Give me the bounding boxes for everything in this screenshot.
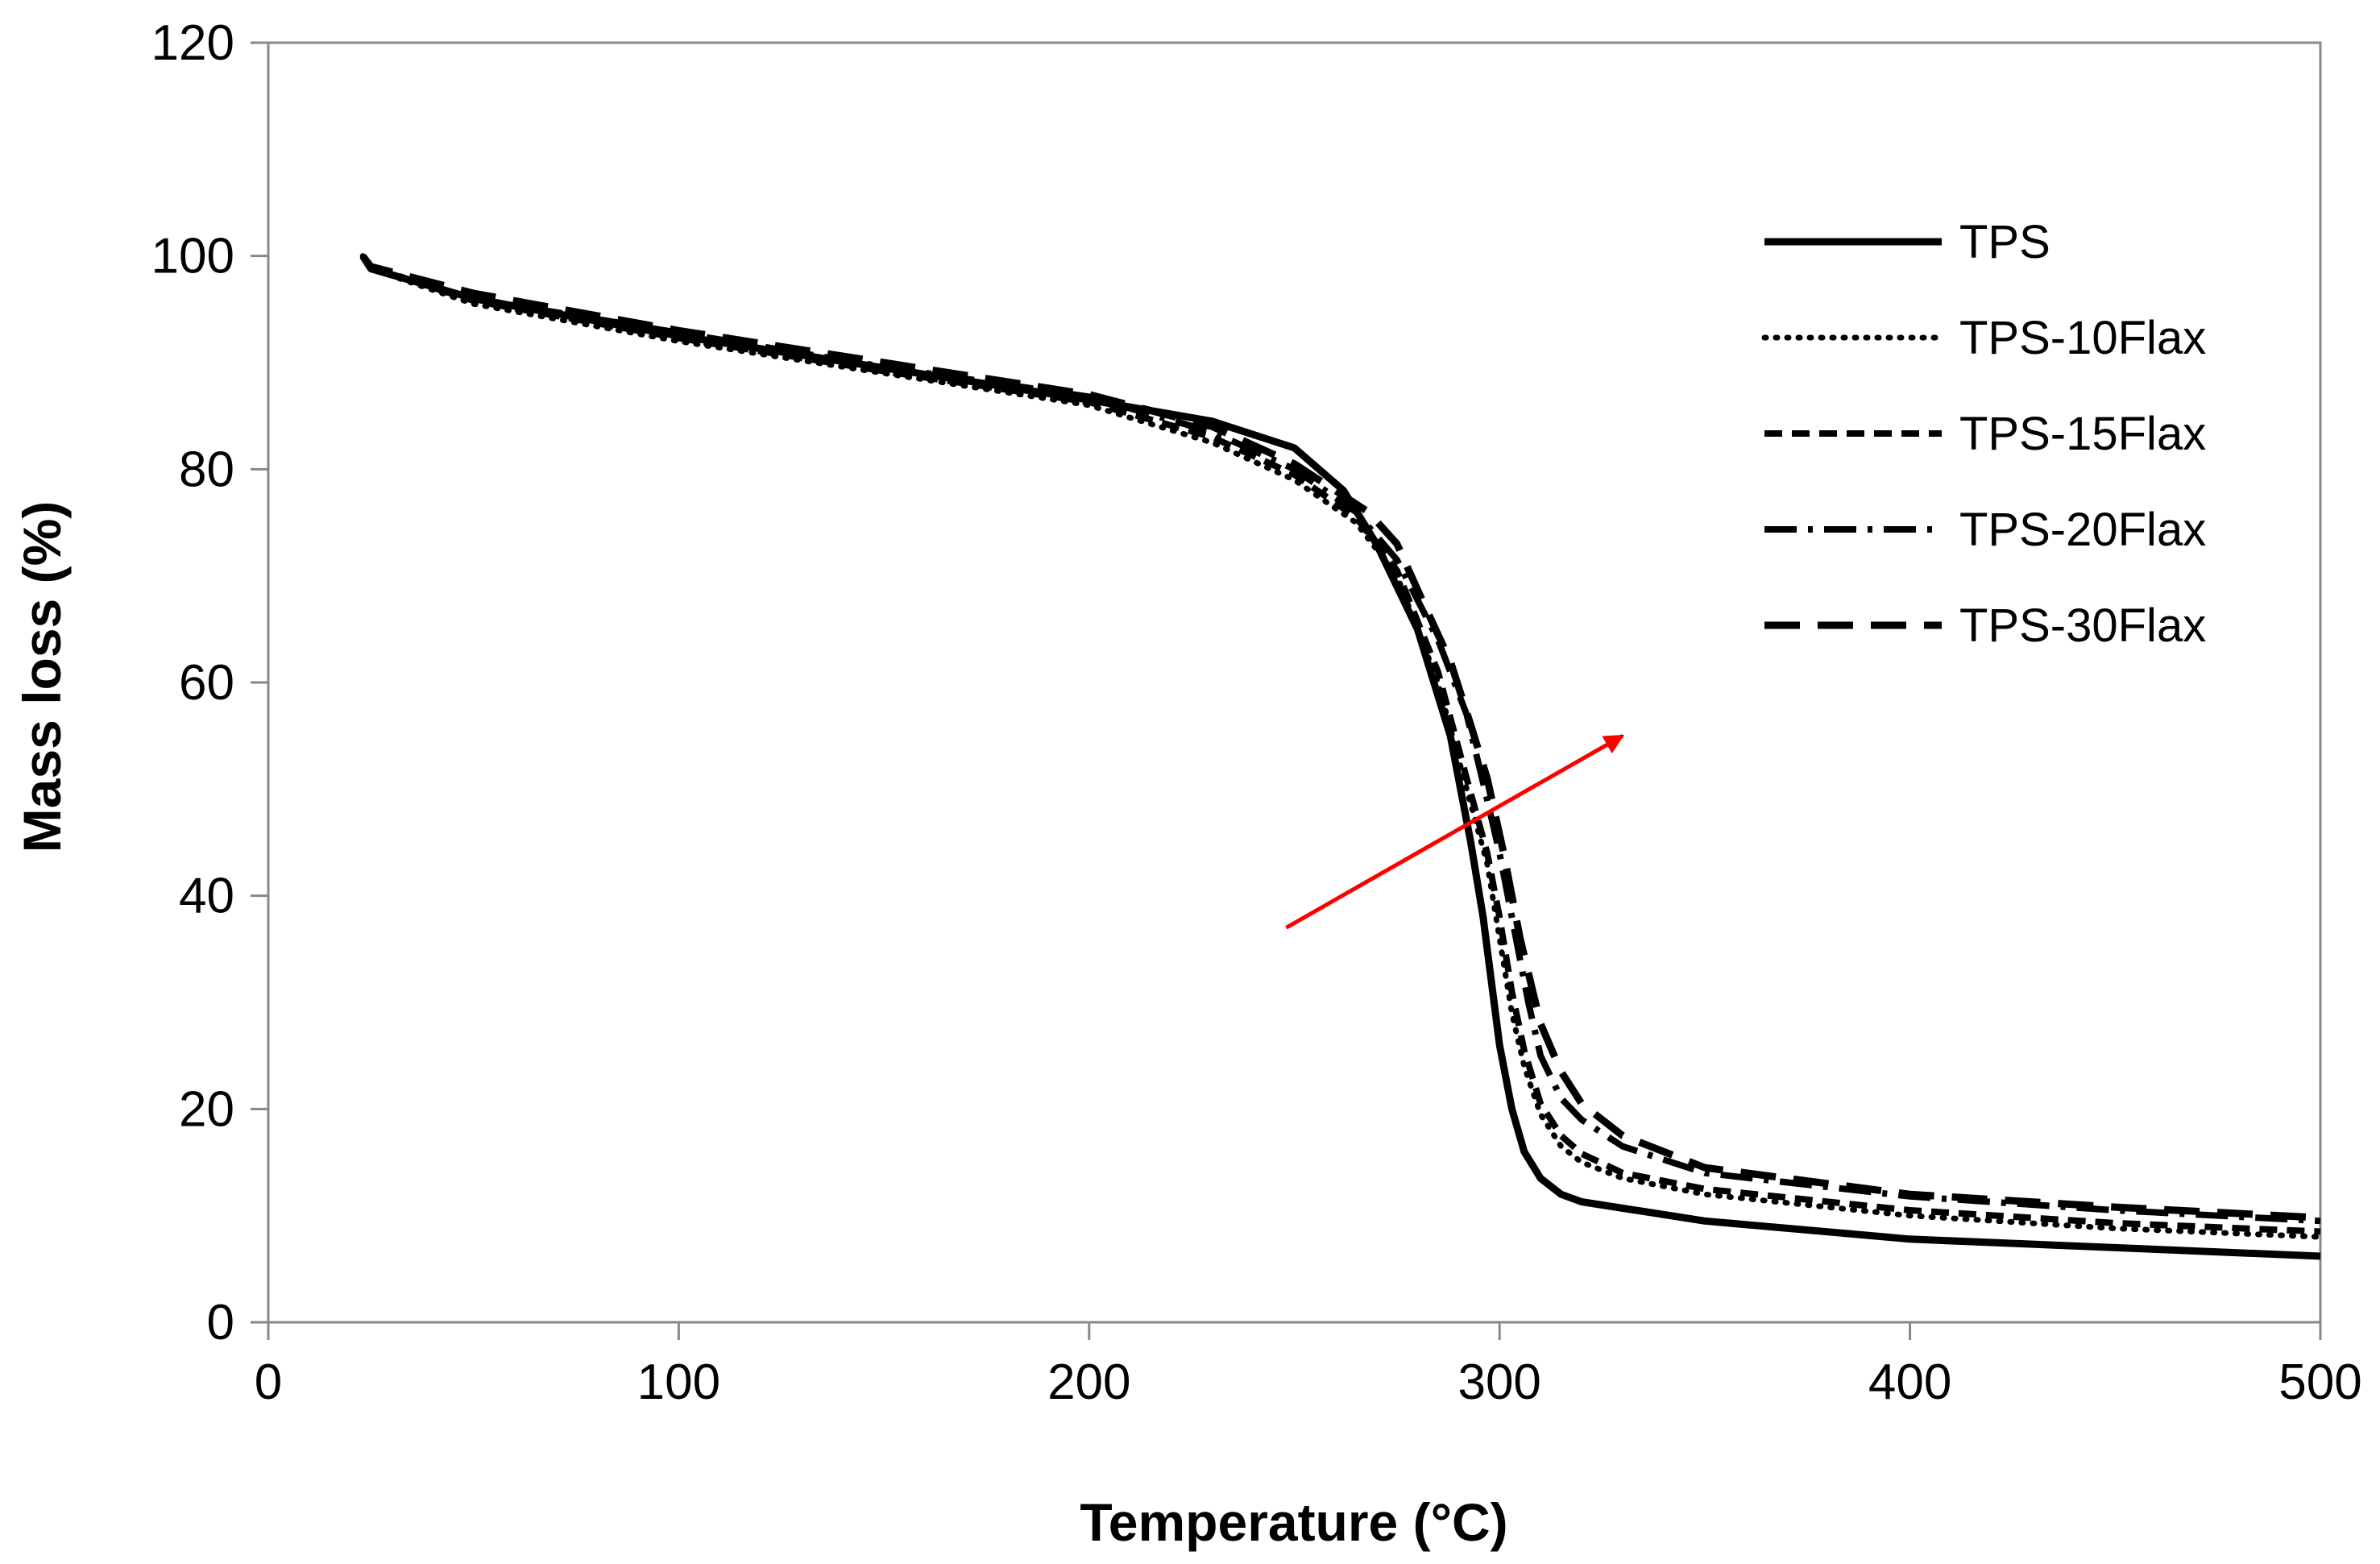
y-tick-label: 100 [151,229,234,284]
y-axis: 0 20 40 60 80 100 120 [151,15,268,1350]
legend-label: TPS-30Flax [1959,599,2206,652]
x-tick-label: 200 [1047,1354,1130,1410]
x-tick-label: 0 [255,1354,282,1410]
legend: TPS TPS-10Flax TPS-15Flax TPS-20Flax TPS-30F… [1761,216,2206,652]
y-tick-label: 40 [179,869,234,924]
y-axis-title: Mass loss (%) [12,501,72,853]
legend-label: TPS-15Flax [1959,408,2206,460]
legend-label: TPS-20Flax [1959,504,2206,556]
legend-label: TPS-10Flax [1959,312,2206,364]
y-tick-label: 120 [151,15,234,71]
trend-arrow [1285,733,1625,930]
y-tick-label: 20 [179,1081,234,1137]
series-line-tps [359,254,2321,1260]
annotation-layer [1285,733,1625,930]
series-line-tps-20flax [359,254,2321,1225]
x-axis: 0 100 200 300 400 500 [255,1322,2362,1410]
legend-label: TPS [1959,216,2050,268]
series-layer [359,253,2324,1260]
x-axis-title: Temperature (°C) [1080,1492,1507,1552]
y-tick-label: 60 [179,655,234,711]
series-line-tps-15flax [359,254,2321,1235]
x-tick-label: 100 [637,1354,720,1410]
series-line-tps-30flax [359,253,2321,1222]
y-tick-label: 0 [207,1295,234,1350]
series-line-tps-10flax [359,253,2324,1240]
x-tick-label: 500 [2278,1354,2361,1410]
y-tick-label: 80 [179,442,234,497]
x-tick-label: 300 [1457,1354,1540,1410]
x-tick-label: 400 [1868,1354,1951,1410]
